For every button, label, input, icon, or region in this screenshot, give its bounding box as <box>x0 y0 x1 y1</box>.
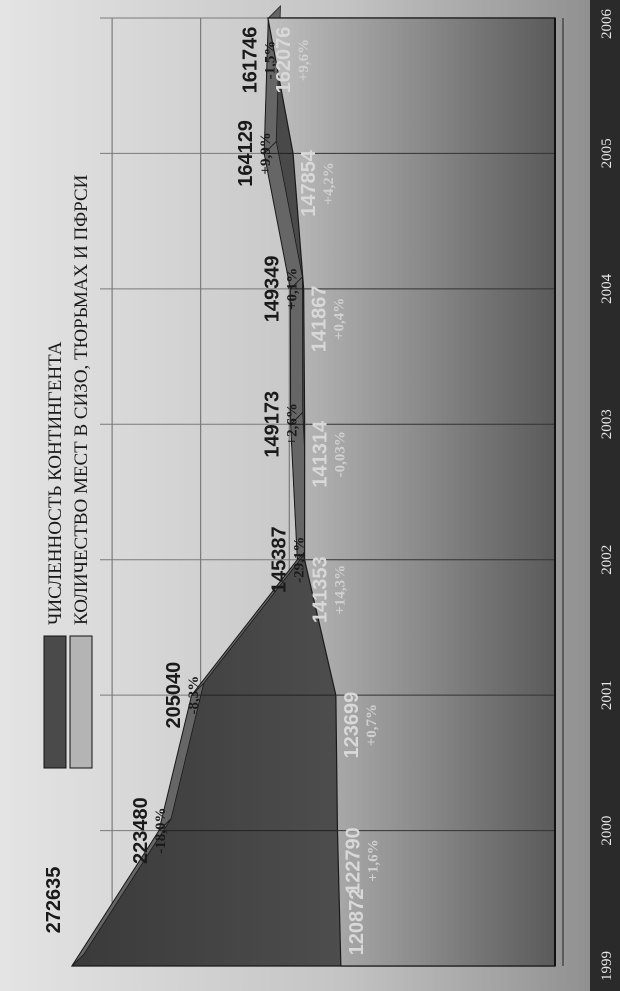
data-label-series-1: 205040 <box>163 662 185 729</box>
change-label-series-2: +14,3% <box>333 565 349 615</box>
data-label-series-1: 145387 <box>268 526 290 593</box>
data-label-series-2: 162076 <box>273 27 295 94</box>
tick-label-x: 2002 <box>599 545 615 575</box>
tick-label-x: 2005 <box>599 138 615 168</box>
tick-label-x: 2000 <box>599 816 615 846</box>
tick-label-x: 2006 <box>599 9 615 40</box>
data-label-series-1: 149173 <box>262 391 284 458</box>
legend-label-series-2: КОЛИЧЕСТВО МЕСТ В СИЗО, ТЮРЬМАХ И ПФРСИ <box>71 174 92 625</box>
legend-swatch-series-2 <box>69 635 93 769</box>
change-label-series-2: +4,2% <box>321 162 337 204</box>
year-axis-band <box>590 0 620 991</box>
data-label-series-2: 141867 <box>309 285 331 352</box>
change-label-series-2: -0,03% <box>333 431 349 477</box>
change-label-series-1: -18,0% <box>153 807 169 853</box>
change-label-series-1: -29,1% <box>291 537 307 583</box>
change-label-series-1: +0,1% <box>284 268 300 310</box>
legend: ЧИСЛЕННОСТЬ КОНТИНГЕНТА КОЛИЧЕСТВО МЕСТ … <box>43 174 93 769</box>
change-label-series-1: +9,9% <box>258 132 274 174</box>
change-label-series-1: +2,6% <box>285 403 301 445</box>
tick-label-x: 1999 <box>599 951 615 981</box>
tick-label-x: 2003 <box>599 409 615 439</box>
legend-label-series-1: ЧИСЛЕННОСТЬ КОНТИНГЕНТА <box>45 341 66 625</box>
change-label-series-1: -1,5% <box>262 41 278 80</box>
change-label-series-2: +0,4% <box>332 298 348 340</box>
data-label-series-2: 141314 <box>310 420 332 488</box>
tick-label-x: 2001 <box>599 680 615 710</box>
data-label-series-2: 141353 <box>310 556 332 623</box>
change-label-series-1: -8,3% <box>186 676 202 715</box>
change-label-series-2: +9,6% <box>296 39 312 81</box>
tick-label-x: 2004 <box>599 273 615 304</box>
data-label-series-2: 147854 <box>298 149 320 217</box>
data-label-series-1: 223480 <box>130 797 152 864</box>
data-label-series-1: 272635 <box>43 867 65 934</box>
data-label-series-2: 122790 <box>342 827 364 894</box>
data-label-series-1: 161746 <box>239 27 261 94</box>
data-label-series-1: 149349 <box>261 255 283 322</box>
data-label-series-2: 120872 <box>346 889 368 956</box>
change-label-series-2: +0,7% <box>364 704 380 746</box>
legend-swatch-series-1 <box>43 635 67 769</box>
data-label-series-1: 164129 <box>235 120 257 187</box>
change-label-series-2: +1,6% <box>365 839 381 881</box>
data-label-series-2: 123699 <box>341 692 363 759</box>
